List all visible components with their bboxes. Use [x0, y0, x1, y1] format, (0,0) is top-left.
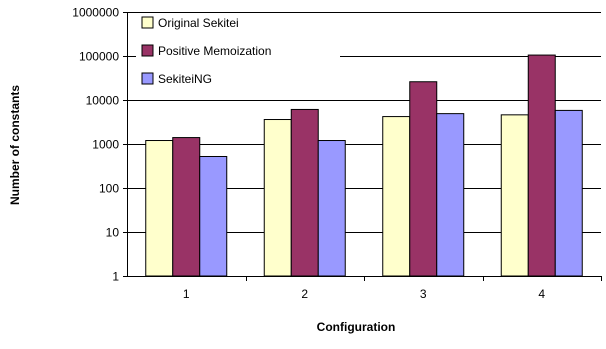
bar-positive-memoization-1 [172, 137, 201, 277]
legend-background [136, 14, 340, 90]
y-tick-label: 1000000 [72, 6, 119, 20]
legend-label: SekiteiNG [158, 72, 212, 86]
bar-original-sekitei-3 [382, 116, 411, 277]
x-tick-label: 2 [301, 287, 308, 301]
bar-positive-memoization-2 [290, 108, 319, 277]
x-tick-label: 3 [420, 287, 427, 301]
y-tick-label: 1 [112, 270, 119, 284]
y-tick-label: 1000 [92, 138, 119, 152]
x-tick-labels: 1 2 3 4 [183, 287, 546, 301]
bar-positive-memoization-3 [409, 81, 438, 277]
y-tick-label: 10000 [86, 94, 120, 108]
y-tick-label: 100000 [79, 50, 119, 64]
x-tick-label: 4 [538, 287, 545, 301]
legend-swatch [141, 72, 154, 85]
legend-label: Positive Memoization [158, 44, 271, 58]
bar-original-sekitei-4 [500, 114, 529, 277]
bar-sekiteing-3 [436, 113, 465, 277]
bar-sekiteing-2 [317, 140, 346, 277]
bar-sekiteing-1 [199, 155, 228, 277]
legend-swatch [141, 44, 154, 57]
legend-swatch [141, 16, 154, 29]
y-tick-labels: 1 10 100 1000 10000 100000 1000000 [72, 6, 119, 284]
legend: Original Sekitei Positive Memoization Seki… [136, 14, 340, 90]
bar-positive-memoization-4 [527, 54, 556, 277]
y-axis-title: Number of constants [8, 85, 22, 205]
y-tick-label: 100 [99, 182, 119, 196]
bar-original-sekitei-1 [145, 140, 174, 277]
legend-label: Original Sekitei [158, 16, 239, 30]
bars [145, 54, 583, 277]
x-tick-label: 1 [183, 287, 190, 301]
axes [123, 12, 602, 281]
bar-original-sekitei-2 [263, 119, 292, 277]
bar-sekiteing-4 [554, 109, 583, 277]
x-axis-title: Configuration [317, 320, 396, 334]
y-tick-label: 10 [106, 226, 120, 240]
